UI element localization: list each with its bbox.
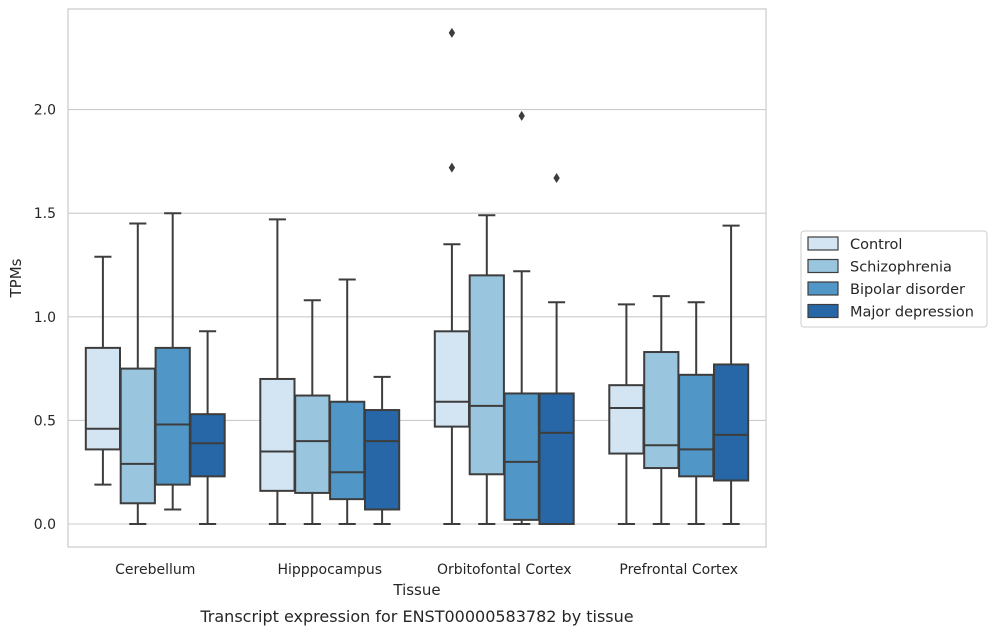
box-control-orbitofontal-cortex — [433, 27, 471, 525]
box-schizophrenia-orbitofontal-cortex — [468, 214, 505, 525]
y-tick-label: 1.0 — [34, 310, 56, 326]
box-iqr — [189, 413, 226, 478]
box-control-prefrontal-cortex — [608, 303, 645, 525]
outlier-point — [448, 162, 456, 173]
box-major-depression-prefrontal-cortex — [712, 224, 750, 525]
legend-item-schizophrenia: Schizophrenia — [807, 258, 952, 276]
box-iqr — [433, 330, 471, 428]
y-tick-label: 0.0 — [34, 517, 56, 533]
legend-item-major-depression: Major depression — [807, 303, 974, 321]
x-tick-label: Orbitofontal Cortex — [437, 562, 572, 578]
x-axis-ticks: Cerebellum Hipppocampus Orbitofontal Corte… — [115, 562, 738, 578]
box-schizophrenia-hipppocampus — [294, 299, 331, 525]
box-iqr — [712, 363, 750, 482]
y-axis-ticks: 0.0 0.5 1.0 1.5 2.0 — [34, 103, 56, 533]
box-major-depression-cerebellum — [189, 330, 226, 525]
box-bipolar-disorder-prefrontal-cortex — [678, 301, 715, 525]
outlier-point — [518, 110, 525, 121]
box-iqr — [294, 394, 331, 494]
box-schizophrenia-prefrontal-cortex — [643, 295, 680, 525]
x-tick-label: Cerebellum — [115, 562, 195, 578]
outlier-point — [448, 27, 456, 38]
x-axis-label: Tissue — [392, 581, 440, 599]
box-bipolar-disorder-orbitofontal-cortex — [503, 110, 540, 525]
box-schizophrenia-cerebellum — [119, 222, 156, 525]
x-tick-label: Hipppocampus — [277, 562, 382, 578]
box-iqr — [154, 346, 191, 486]
legend-label: Bipolar disorder — [850, 282, 965, 298]
box-control-hipppocampus — [259, 218, 296, 525]
box-iqr — [468, 274, 505, 476]
box-iqr — [643, 351, 680, 470]
box-iqr — [259, 377, 296, 492]
y-tick-label: 0.5 — [34, 413, 56, 429]
box-iqr — [363, 409, 401, 511]
legend-label: Major depression — [850, 305, 974, 321]
chart-caption: Transcript expression for ENST0000058378… — [199, 607, 633, 626]
legend-item-bipolar-disorder: Bipolar disorder — [807, 281, 965, 298]
box-major-depression-hipppocampus — [363, 375, 401, 525]
legend-swatch — [807, 236, 839, 251]
legend-frame — [800, 230, 988, 328]
box-control-cerebellum — [84, 255, 122, 486]
outlier-point — [553, 172, 560, 183]
legend-swatch — [807, 281, 839, 296]
y-axis-label: TPMs — [7, 258, 25, 298]
box-iqr — [538, 392, 575, 525]
legend-swatch — [807, 303, 839, 319]
legend-swatch — [807, 258, 839, 274]
legend-label: Control — [850, 237, 902, 253]
box-iqr — [84, 346, 122, 451]
box-bipolar-disorder-cerebellum — [154, 212, 191, 511]
x-tick-label: Prefrontal Cortex — [619, 562, 738, 578]
box-iqr — [329, 400, 366, 501]
box-iqr — [608, 384, 645, 455]
legend-item-control: Control — [807, 236, 902, 253]
legend-label: Schizophrenia — [850, 260, 952, 276]
box-bipolar-disorder-hipppocampus — [329, 278, 366, 525]
y-tick-label: 1.5 — [34, 206, 56, 222]
box-plots — [84, 27, 750, 525]
legend: Control Schizophrenia Bipolar disorder Majo… — [800, 230, 988, 328]
plot-area-frame — [67, 8, 767, 548]
box-iqr — [503, 392, 540, 521]
y-tick-label: 2.0 — [34, 103, 56, 119]
box-iqr — [678, 373, 715, 478]
box-major-depression-orbitofontal-cortex — [538, 172, 575, 525]
box-iqr — [119, 367, 156, 505]
